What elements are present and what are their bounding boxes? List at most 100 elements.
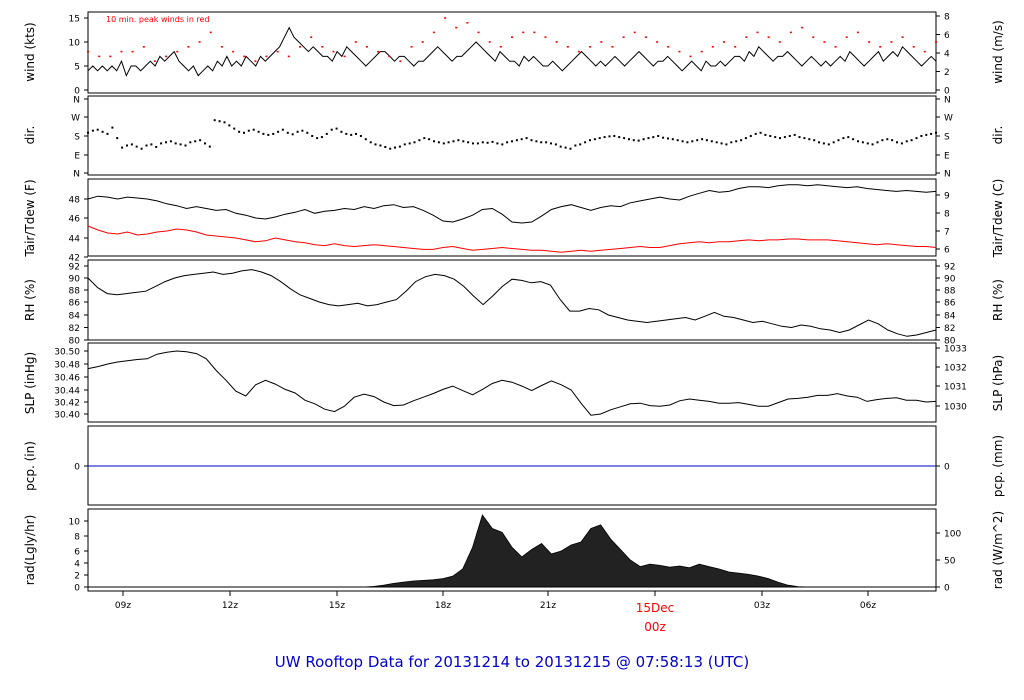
direction-point xyxy=(774,136,777,139)
ylabel-left: Tair/Tdew (F) xyxy=(23,179,37,257)
direction-point xyxy=(603,136,606,139)
direction-point xyxy=(657,135,660,137)
peak-wind-mark xyxy=(142,46,145,48)
ylabel-left: pcp. (in) xyxy=(23,441,37,491)
ytick-label-right: 2 xyxy=(944,68,950,78)
peak-wind-mark xyxy=(767,36,770,38)
direction-point xyxy=(662,136,665,139)
peak-wind-mark xyxy=(834,46,837,48)
peak-wind-mark xyxy=(165,55,168,58)
direction-point xyxy=(618,136,621,139)
peak-wind-mark xyxy=(901,36,904,38)
direction-point xyxy=(243,131,245,134)
peak-wind-mark xyxy=(689,55,692,58)
direction-point xyxy=(798,136,801,139)
direction-point xyxy=(871,143,874,146)
ytick-label-right: 4 xyxy=(944,50,950,60)
direction-point xyxy=(764,133,767,136)
direction-point xyxy=(233,127,236,130)
direction-point xyxy=(257,130,260,133)
direction-point xyxy=(476,142,479,145)
direction-point xyxy=(96,128,99,131)
direction-point xyxy=(545,141,548,144)
direction-point xyxy=(350,133,353,136)
direction-point xyxy=(818,141,820,144)
peak-wind-mark xyxy=(577,50,580,53)
direction-point xyxy=(744,137,747,140)
peak-wind-mark xyxy=(589,46,592,48)
direction-point xyxy=(184,144,187,147)
direction-point xyxy=(374,143,377,146)
direction-point xyxy=(579,143,582,146)
panel-frame xyxy=(87,11,937,94)
peak-wind-mark xyxy=(856,31,859,34)
direction-point xyxy=(837,139,840,142)
direction-point xyxy=(121,146,124,149)
direction-point xyxy=(496,142,499,145)
direction-point xyxy=(589,139,591,142)
time-tick-label: 21z xyxy=(540,601,556,611)
peak-wind-mark xyxy=(566,46,569,48)
ytick-label-left: 80 xyxy=(69,337,81,347)
peak-wind-mark xyxy=(243,55,246,58)
direction-point xyxy=(623,137,626,140)
direction-point xyxy=(520,138,523,141)
panel-frame xyxy=(87,259,937,341)
peak-wind-mark xyxy=(399,60,402,62)
slp-series xyxy=(87,350,937,416)
direction-point xyxy=(457,139,460,142)
direction-point xyxy=(130,143,133,146)
direction-point xyxy=(564,146,567,149)
peak-wind-mark xyxy=(600,41,603,43)
ytick-label-left: 10 xyxy=(69,39,81,49)
direction-point xyxy=(291,133,294,136)
peak-wind-mark xyxy=(935,41,937,43)
ytick-label-right: S xyxy=(944,133,950,143)
peak-wind-mark xyxy=(778,41,781,43)
peak-wind-mark xyxy=(421,41,424,43)
peak-wind-mark xyxy=(656,41,659,43)
ylabel-right: SLP (hPa) xyxy=(991,355,1005,411)
direction-point xyxy=(228,124,231,127)
peak-wind-mark xyxy=(109,55,112,58)
direction-point xyxy=(442,142,445,145)
ytick-label-right: 8 xyxy=(944,13,950,23)
peak-wind-mark xyxy=(912,46,915,48)
direction-point xyxy=(847,136,850,139)
rh-series xyxy=(87,269,937,337)
ytick-label-left: 86 xyxy=(69,299,81,309)
time-tick-label: 12z xyxy=(222,601,238,611)
direction-point xyxy=(681,140,684,143)
peak-wind-mark xyxy=(700,50,703,53)
direction-point xyxy=(101,130,104,133)
direction-point xyxy=(569,147,572,150)
ytick-label-left: 6 xyxy=(74,548,80,558)
direction-point xyxy=(667,137,669,140)
direction-point xyxy=(437,141,440,144)
ytick-label-right: 92 xyxy=(944,263,955,273)
direction-point xyxy=(394,146,396,149)
peak-wind-mark xyxy=(711,46,714,48)
direction-point xyxy=(238,130,241,133)
ytick-label-left: 92 xyxy=(69,263,80,273)
direction-point xyxy=(574,144,577,147)
direction-point xyxy=(165,141,167,144)
peak-wind-mark xyxy=(756,31,759,34)
direction-point xyxy=(208,145,211,148)
ylabel-left: rad(Lgly/hr) xyxy=(23,515,37,586)
direction-point xyxy=(296,130,299,133)
direction-point xyxy=(325,132,328,135)
peak-wind-mark xyxy=(444,17,447,19)
direction-point xyxy=(861,141,864,144)
direction-point xyxy=(749,135,752,137)
direction-point xyxy=(87,131,89,134)
ytick-label-left: 30.44 xyxy=(54,387,80,397)
time-tick-label: 18z xyxy=(435,601,451,611)
direction-point xyxy=(525,137,528,140)
time-tick-label: 15Dec xyxy=(636,601,675,615)
direction-point xyxy=(199,139,202,142)
direction-point xyxy=(403,143,406,146)
direction-point xyxy=(866,142,869,145)
direction-point xyxy=(881,139,884,142)
